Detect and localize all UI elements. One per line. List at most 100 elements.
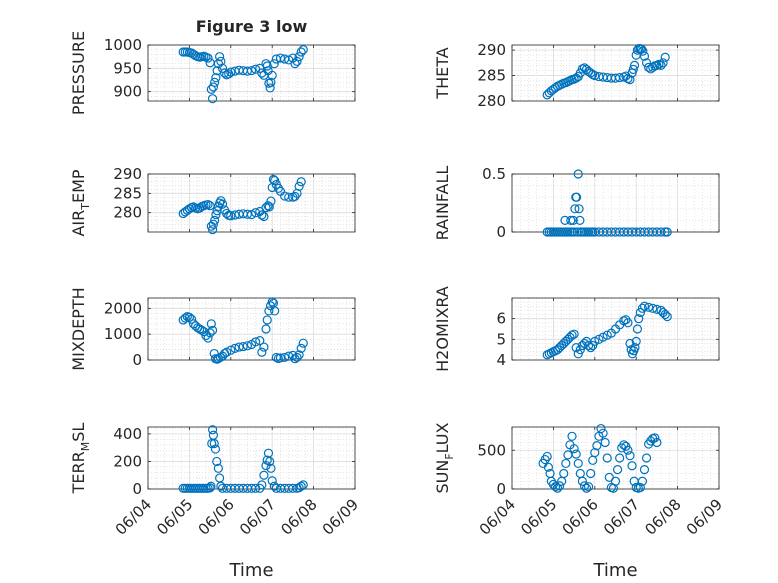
data-point — [257, 210, 267, 220]
data-point — [596, 423, 606, 434]
y-tick-label: 950 — [113, 59, 142, 77]
data-point — [542, 451, 552, 462]
data-point — [290, 59, 300, 69]
y-tick-label: 1000 — [104, 325, 142, 343]
axes-box — [511, 297, 720, 361]
data-point — [213, 463, 223, 473]
data-point — [216, 56, 226, 66]
data-point — [292, 352, 302, 363]
data-point — [610, 476, 621, 486]
data-point — [211, 73, 221, 83]
data-point — [226, 345, 236, 355]
data-point — [662, 312, 672, 322]
y-tick-label: 0 — [496, 480, 506, 498]
data-point — [294, 181, 304, 191]
data-point — [257, 480, 267, 490]
y-axis-label-subscript: F — [443, 453, 456, 459]
data-point — [275, 353, 286, 363]
data-point — [656, 227, 666, 237]
y-axis-label: H2OMIXRA — [433, 286, 452, 372]
data-point — [211, 210, 221, 220]
data-point — [257, 68, 267, 78]
data-point — [658, 58, 668, 68]
data-point — [208, 82, 219, 92]
axes-box — [511, 44, 720, 102]
x-axis-label: Time — [592, 560, 637, 581]
data-point — [638, 46, 648, 56]
data-point — [628, 64, 638, 75]
y-tick-label: 200 — [113, 452, 142, 470]
data-point — [571, 192, 582, 202]
data-point — [292, 56, 302, 66]
data-point — [612, 465, 623, 475]
data-point — [296, 47, 306, 57]
subplot-4: 0 0.5 RAINFALL — [433, 165, 720, 241]
data-point — [583, 482, 594, 492]
figure-title: Figure 3 low — [196, 17, 308, 36]
y-tick-label: 2000 — [104, 299, 142, 317]
data-point — [238, 341, 248, 352]
data-point — [267, 70, 277, 80]
data-point — [215, 52, 225, 62]
data-point — [210, 215, 220, 225]
data-point — [298, 45, 308, 55]
data-point — [583, 340, 594, 351]
data-point — [648, 303, 658, 313]
y-tick-label: 0.5 — [482, 165, 506, 183]
y-axis-label-part: TERR — [69, 451, 88, 494]
data-point — [656, 60, 666, 70]
data-point — [242, 66, 252, 76]
data-point — [552, 483, 563, 493]
data-point — [298, 338, 308, 348]
data-point — [641, 453, 652, 463]
data-point — [216, 481, 226, 491]
data-point — [267, 297, 277, 307]
data-point — [266, 196, 276, 206]
data-point — [574, 204, 584, 214]
y-axis-label: AIRTEMP — [69, 169, 92, 236]
data-point — [224, 69, 234, 79]
data-point — [265, 83, 275, 93]
data-point — [257, 347, 267, 357]
data-point — [294, 52, 304, 62]
y-tick-label: 0 — [496, 223, 506, 241]
data-point — [262, 315, 272, 325]
data-point — [623, 445, 633, 455]
data-point — [623, 318, 633, 328]
axes-box — [147, 44, 356, 102]
y-axis-label: SUNFLUX — [433, 422, 456, 493]
data-point — [207, 325, 218, 335]
data-point — [571, 449, 581, 459]
data-point — [251, 337, 261, 347]
y-axis-label-part: LUX — [433, 422, 452, 453]
data-point — [259, 211, 269, 222]
data-point — [267, 476, 277, 486]
data-point — [639, 51, 650, 61]
data-point — [206, 319, 216, 329]
y-tick-label: 290 — [477, 41, 506, 59]
data-point — [639, 465, 650, 475]
data-point — [625, 451, 635, 461]
data-point — [615, 453, 625, 463]
data-point — [264, 202, 274, 212]
data-point — [572, 227, 583, 237]
data-point — [219, 68, 230, 78]
data-point — [208, 219, 219, 229]
y-axis-label: MIXDEPTH — [69, 287, 88, 370]
y-tick-label: 285 — [477, 67, 506, 85]
data-point — [641, 58, 652, 68]
data-point — [298, 480, 308, 490]
y-axis-label-subscript: M — [79, 442, 92, 452]
data-point — [630, 343, 640, 353]
y-tick-label: 500 — [477, 441, 506, 459]
data-point — [266, 77, 276, 87]
y-tick-label: 6 — [496, 310, 506, 328]
y-tick-label: 400 — [113, 425, 142, 443]
data-point — [650, 433, 660, 443]
data-point — [586, 468, 596, 479]
data-point — [569, 444, 579, 454]
data-point — [660, 52, 670, 62]
data-point — [627, 461, 637, 471]
data-point — [660, 309, 670, 320]
y-tick-label: 4 — [496, 351, 506, 369]
